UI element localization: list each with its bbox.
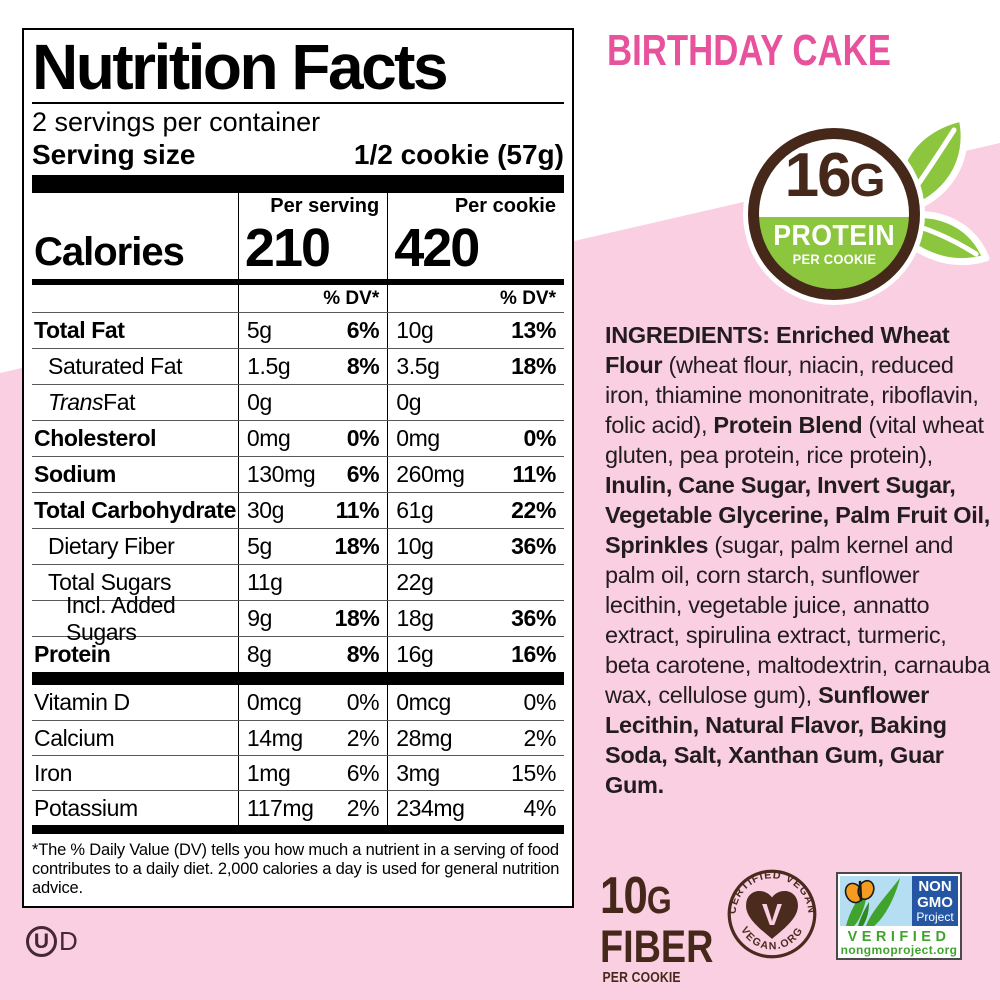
protein-badge-label: PROTEIN — [773, 220, 895, 252]
calories-per-serving: 210 — [237, 218, 387, 279]
thick-divider-middle — [32, 672, 564, 685]
calories-row: Calories 210 420 — [32, 218, 564, 285]
table-row: Vitamin D 0mcg 0% 0mcg 0% — [32, 685, 564, 720]
table-row: Potassium 117mg 2% 234mg 4% — [32, 790, 564, 825]
fiber-callout: 10G FIBER PER COOKIE — [600, 867, 714, 987]
svg-text:nongmoproject.org: nongmoproject.org — [841, 943, 958, 957]
title-divider — [32, 102, 564, 104]
table-row: Total Fat 5g 6% 10g 13% — [32, 312, 564, 348]
certified-vegan-seal-icon: CERTIFIED VEGAN V VEGAN.ORG — [726, 869, 816, 959]
fiber-sublabel: PER COOKIE — [602, 970, 681, 986]
svg-text:GMO: GMO — [917, 894, 953, 911]
svg-text:NON: NON — [918, 878, 951, 895]
daily-value-header-row: % DV* % DV* — [32, 285, 564, 312]
serving-size-label: Serving size — [32, 139, 196, 170]
table-row: Cholesterol 0mg 0% 0mg 0% — [32, 420, 564, 456]
vitamin-mineral-rows: Vitamin D 0mcg 0% 0mcg 0% Calcium 14mg 2% 2… — [32, 685, 564, 825]
table-row: Dietary Fiber 5g 18% 10g 36% — [32, 528, 564, 564]
table-row: Iron 1mg 6% 3mg 15% — [32, 755, 564, 790]
per-serving-header: Per serving — [237, 193, 387, 219]
fiber-amount: 10G — [600, 867, 672, 925]
daily-value-footnote: *The % Daily Value (DV) tells you how mu… — [32, 841, 560, 897]
table-row: Total Carbohydrate 30g 11% 61g 22% — [32, 492, 564, 528]
table-row: Sodium 130mg 6% 260mg 11% — [32, 456, 564, 492]
non-gmo-verified-seal-icon: NON GMO Project VERIFIED nongmoproject.o… — [836, 872, 962, 960]
serving-size-value: 1/2 cookie (57g) — [353, 139, 564, 170]
svg-text:V: V — [762, 899, 783, 932]
nutrient-rows: Total Fat 5g 6% 10g 13% Saturated Fat 1.5g… — [32, 312, 564, 672]
protein-badge-amount: 16G — [784, 141, 886, 210]
table-row: Trans Fat 0g 0g — [32, 384, 564, 420]
butterfly-icon — [844, 879, 875, 904]
protein-badge: 16G PROTEIN PER COOKIE — [748, 128, 920, 300]
table-row: Calcium 14mg 2% 28mg 2% — [32, 720, 564, 755]
flavor-title: BIRTHDAY CAKE — [607, 26, 891, 75]
svg-text:Project: Project — [916, 910, 954, 924]
nutrition-facts-panel: Nutrition Facts 2 servings per container… — [22, 28, 574, 908]
ingredients-paragraph: INGREDIENTS: Enriched Wheat Flour (wheat… — [605, 322, 990, 798]
fiber-label: FIBER — [600, 921, 714, 972]
per-cookie-header: Per cookie — [387, 193, 564, 219]
table-row: Saturated Fat 1.5g 8% 3.5g 18% — [32, 348, 564, 384]
serving-size-row: Serving size 1/2 cookie (57g) — [32, 138, 564, 171]
calories-label: Calories — [34, 230, 185, 274]
kosher-dairy-letter: D — [59, 926, 78, 956]
svg-text:VERIFIED: VERIFIED — [848, 929, 951, 945]
thick-divider-top — [32, 175, 564, 193]
dv-header-serving: % DV* — [237, 285, 387, 312]
kosher-circle-u-icon: U — [26, 926, 57, 957]
column-header-row: Per serving Per cookie — [32, 193, 564, 219]
thick-divider-bottom — [32, 825, 564, 834]
servings-per-container: 2 servings per container — [32, 107, 321, 137]
nutrition-facts-title: Nutrition Facts — [32, 31, 449, 103]
table-row: Protein 8g 8% 16g 16% — [32, 636, 564, 672]
kosher-oud-mark: U D — [26, 926, 78, 957]
calories-per-cookie: 420 — [387, 218, 564, 279]
table-row: Total Sugars 11g 22g — [32, 564, 564, 600]
ingredients-heading: INGREDIENTS: Enriched Wheat Flour — [605, 322, 950, 378]
table-row: Incl. Added Sugars 9g 18% 18g 36% — [32, 592, 564, 645]
dv-header-cookie: % DV* — [387, 285, 564, 312]
protein-badge-sublabel: PER COOKIE — [792, 251, 876, 267]
